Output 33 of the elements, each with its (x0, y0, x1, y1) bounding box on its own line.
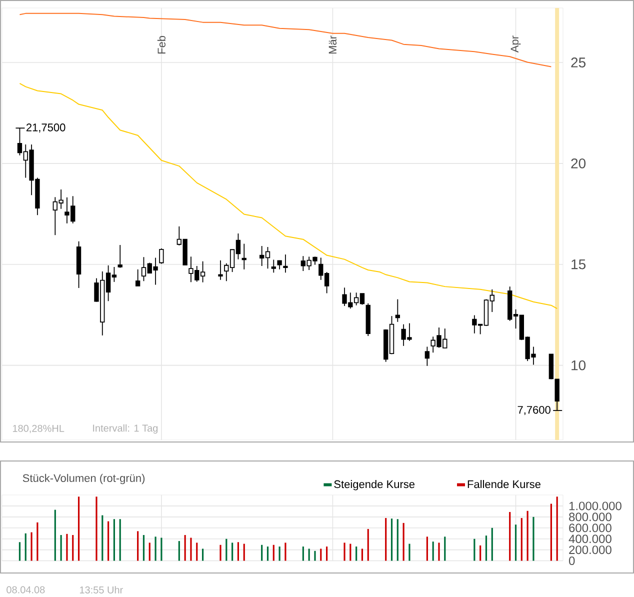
y-tick-label: 600.000 (569, 524, 612, 532)
candlestick (395, 298, 400, 322)
candlestick (159, 248, 164, 264)
annotation: 7,7600 (518, 406, 550, 416)
text: 08.04.08 (6, 586, 45, 594)
chart-title: Stück-Volumen (rot-grün) (22, 474, 145, 484)
legend-label: Steigende Kurse (334, 480, 414, 490)
annotation: Intervall: 1 Tag (93, 424, 158, 434)
x-tick-label: Feb (157, 36, 166, 54)
candlestick (554, 378, 560, 411)
x-tick-label: Apr (510, 36, 521, 53)
y-tick-label: 20 (571, 158, 586, 168)
y-tick-label: 15 (572, 259, 586, 270)
x-tick-label: Mär (328, 36, 337, 54)
y-tick-label: 800.000 (569, 512, 612, 522)
candlestick (424, 346, 430, 366)
candlestick (271, 259, 276, 274)
candlestick (283, 254, 288, 274)
y-tick-label: 0 (568, 556, 575, 566)
candlestick (242, 243, 246, 270)
y-tick-label: 25 (571, 58, 586, 68)
annotation: 21,7500 (26, 124, 66, 133)
candlestick (218, 260, 223, 280)
y-tick-label: 1.000.000 (569, 502, 622, 510)
candlestick (118, 244, 122, 268)
legend-label: Fallende Kurse (468, 480, 540, 488)
text: 13:55 Uhr (80, 586, 123, 594)
y-tick-label: 200.000 (569, 546, 612, 554)
y-tick-label: 400.000 (568, 534, 612, 544)
annotation: 180,28%HL (12, 424, 64, 434)
y-tick-label: 10 (572, 360, 586, 370)
candlestick (135, 268, 140, 286)
line-series (19, 12, 552, 68)
